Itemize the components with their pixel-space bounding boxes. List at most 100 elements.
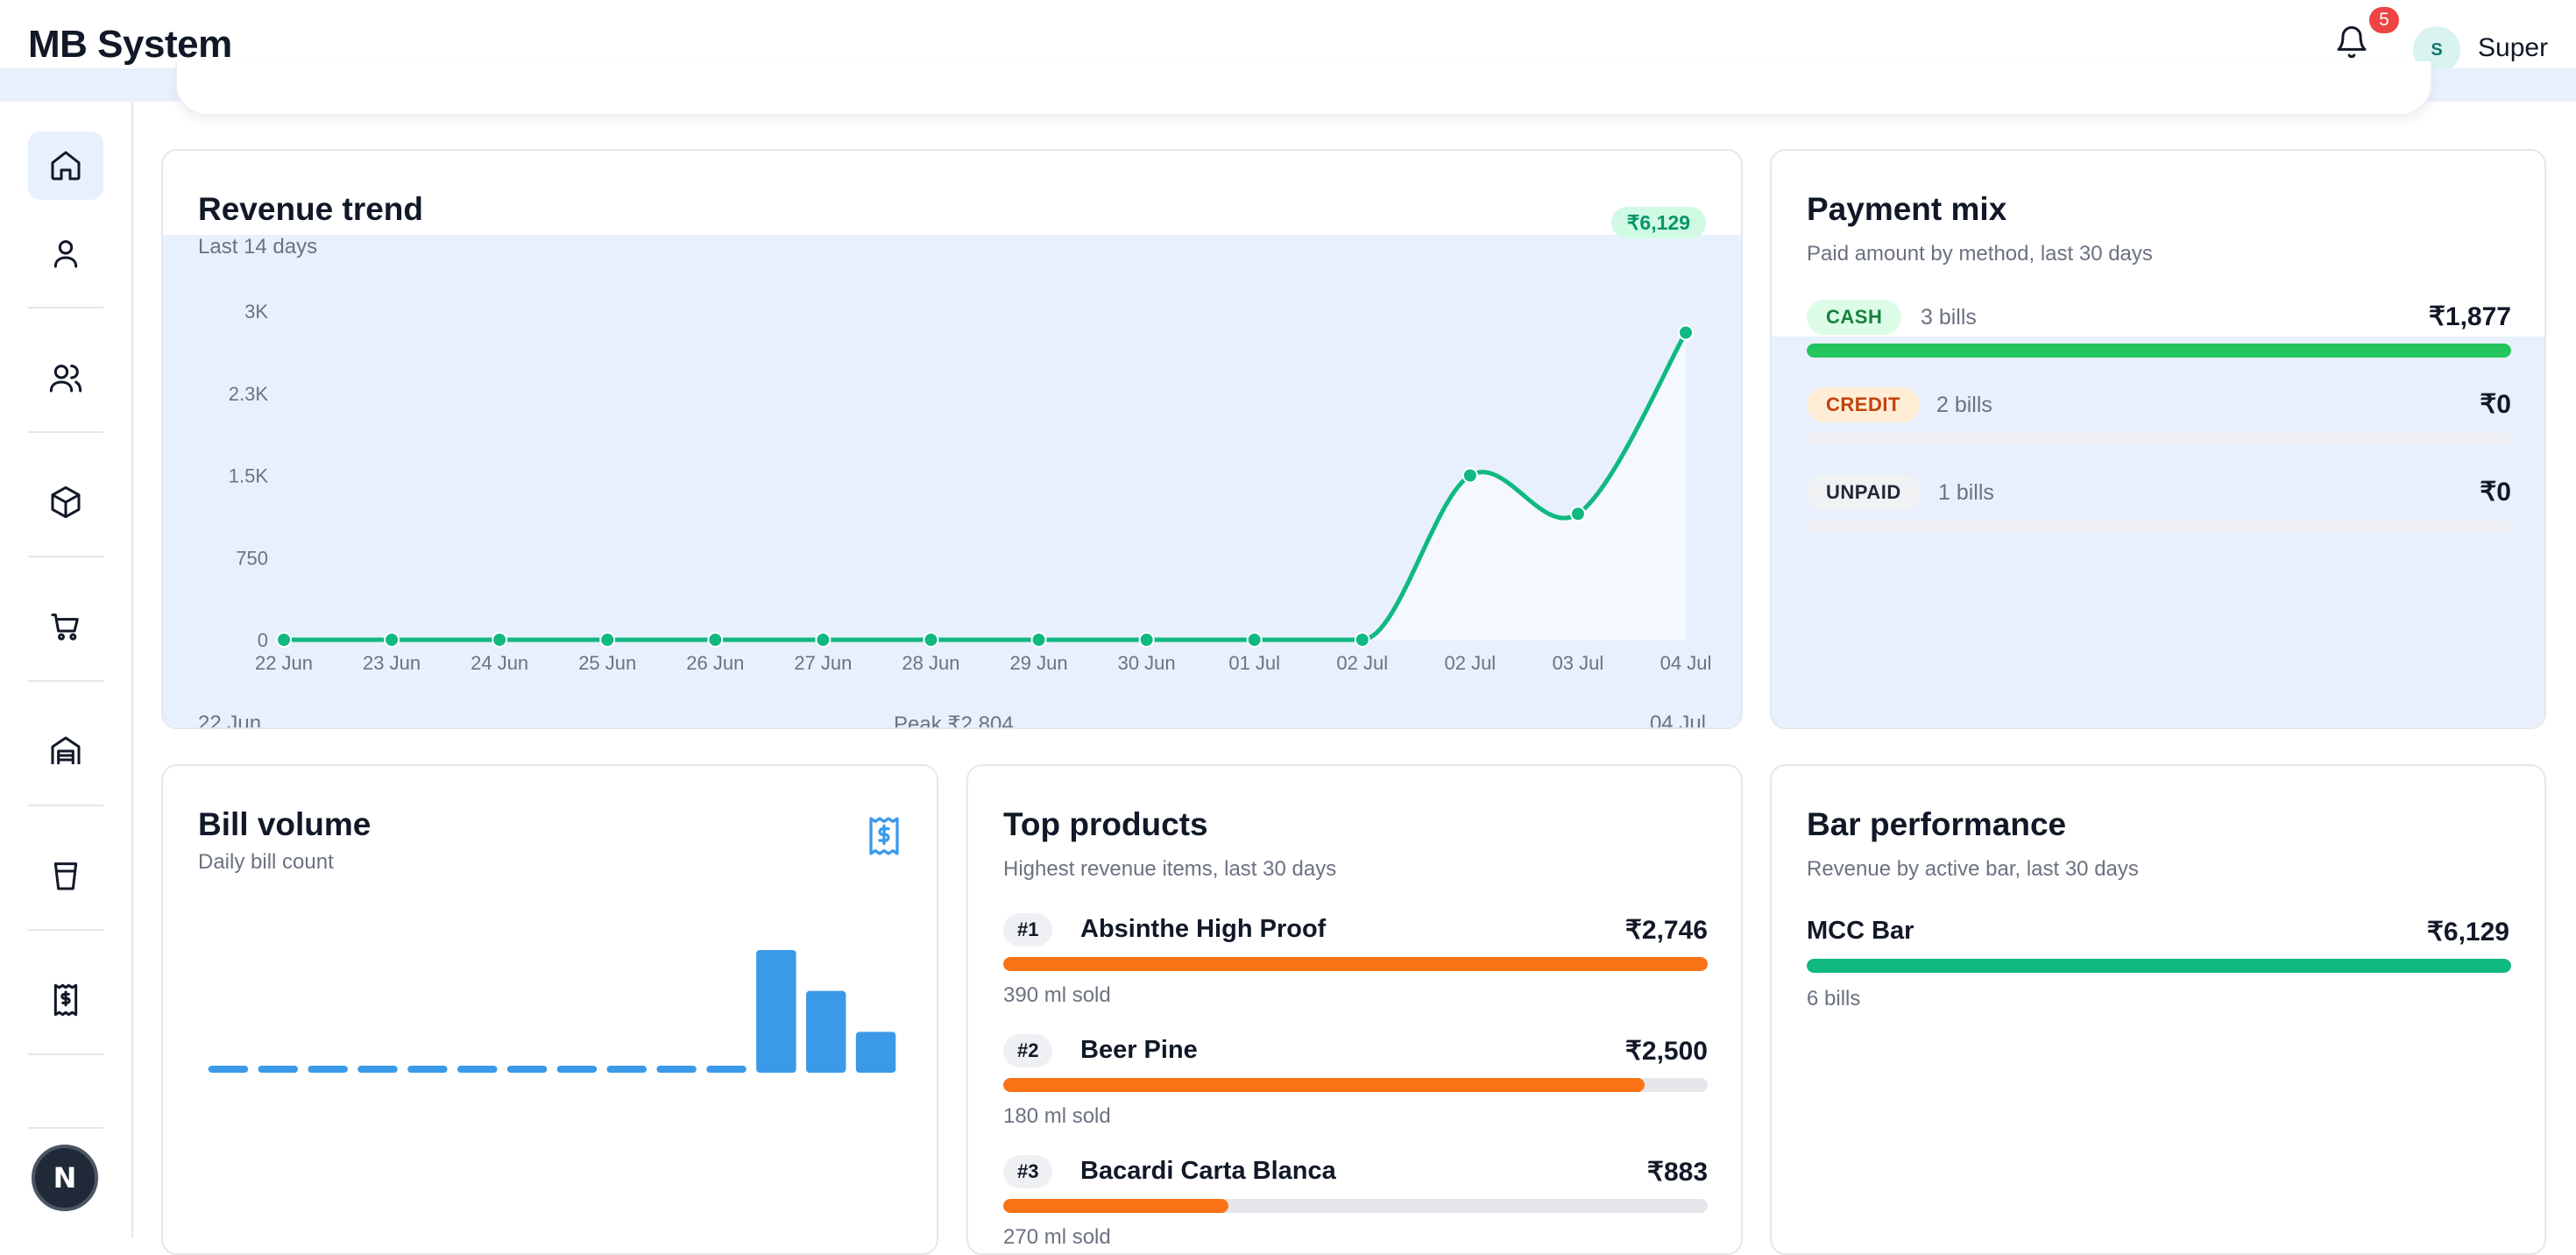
product-progress-fill	[1003, 957, 1708, 971]
product-name: Absinthe High Proof	[1080, 915, 1327, 943]
x-tick-label: 23 Jun	[363, 652, 421, 674]
revenue-point	[1678, 324, 1694, 341]
bill-volume-bar	[357, 1066, 398, 1073]
bill-volume-bar	[208, 1066, 249, 1073]
chart-footer-peak: Peak ₹2,804	[894, 713, 1014, 729]
revenue-point	[276, 632, 292, 648]
app-title: MB System	[28, 23, 232, 66]
sidebar-item-orders[interactable]	[28, 592, 103, 661]
payment-progress-track	[1807, 344, 2511, 358]
sidebar-separator	[28, 556, 103, 557]
card-title: Top products	[1003, 806, 1208, 842]
product-progress-track	[1003, 1199, 1708, 1213]
sidebar	[0, 102, 133, 1237]
payment-amount: ₹0	[2480, 390, 2511, 419]
box-icon	[51, 486, 81, 519]
product-sold-qty: 270 ml sold	[1003, 1225, 1111, 1249]
revenue-point	[384, 632, 400, 648]
card-subtitle: Last 14 days	[198, 235, 318, 259]
revenue-total-badge: ₹6,129	[1610, 207, 1706, 238]
payment-row: UNPAID 1 bills ₹0	[1807, 475, 2511, 545]
x-tick-label: 04 Jul	[1660, 652, 1712, 674]
warehouse-icon	[51, 736, 81, 764]
product-row[interactable]: #2 Beer Pine ₹2,500 180 ml sold	[1003, 1034, 1708, 1139]
sidebar-item-bills[interactable]	[28, 966, 103, 1034]
product-row[interactable]: #3 Bacardi Carta Blanca ₹883 270 ml sold	[1003, 1155, 1708, 1253]
bill-volume-bar	[308, 1066, 348, 1073]
bell-icon[interactable]	[2334, 25, 2383, 74]
dev-badge[interactable]: N	[32, 1145, 98, 1211]
bar-name: MCC Bar	[1807, 917, 1914, 945]
y-tick-label: 2.3K	[229, 383, 269, 405]
avatar[interactable]: S	[2413, 26, 2460, 74]
bill-volume-bar	[407, 1066, 448, 1073]
product-sold-qty: 180 ml sold	[1003, 1104, 1111, 1128]
x-tick-label: 27 Jun	[794, 652, 852, 674]
sidebar-item-users[interactable]	[28, 344, 103, 412]
bill-volume-bar	[506, 1066, 548, 1073]
bill-volume-bar	[456, 1066, 498, 1073]
sidebar-item-drinks[interactable]	[28, 841, 103, 910]
product-amount: ₹883	[1646, 1158, 1708, 1187]
bar-progress-fill	[1807, 959, 2511, 973]
revenue-point	[1354, 632, 1370, 648]
revenue-point	[707, 632, 724, 648]
product-rank-badge: #3	[1003, 1155, 1053, 1188]
card-subtitle: Paid amount by method, last 30 days	[1807, 242, 2153, 266]
product-progress-fill	[1003, 1199, 1229, 1213]
bill-volume-bar	[756, 950, 796, 1073]
revenue-point	[1138, 632, 1155, 648]
revenue-point	[923, 632, 939, 648]
revenue-point	[1030, 632, 1047, 648]
y-tick-label: 750	[236, 547, 268, 569]
payment-progress-fill	[1807, 344, 2511, 358]
sidebar-item-warehouse[interactable]	[28, 717, 103, 785]
x-tick-label: 26 Jun	[686, 652, 744, 674]
payment-method-badge: CASH	[1807, 300, 1902, 335]
product-rank-badge: #2	[1003, 1034, 1053, 1067]
product-amount: ₹2,500	[1624, 1037, 1708, 1066]
receipt-icon	[53, 983, 78, 1017]
revenue-area	[284, 332, 1686, 640]
top-card	[175, 61, 2432, 116]
sidebar-separator	[28, 680, 103, 682]
x-tick-label: 02 Jul	[1336, 652, 1388, 674]
x-tick-label: 02 Jul	[1444, 652, 1496, 674]
sidebar-item-home[interactable]	[28, 131, 103, 200]
x-tick-label: 24 Jun	[471, 652, 528, 674]
bill-volume-bar	[656, 1066, 697, 1073]
sidebar-item-products[interactable]	[28, 468, 103, 536]
cup-icon	[53, 862, 78, 890]
product-progress-track	[1003, 957, 1708, 971]
cart-icon	[51, 613, 79, 641]
sidebar-separator	[28, 1053, 103, 1055]
product-sold-qty: 390 ml sold	[1003, 983, 1111, 1007]
y-tick-label: 1.5K	[229, 465, 269, 487]
user-name[interactable]: Super	[2478, 33, 2549, 62]
card-title: Bill volume	[198, 806, 372, 842]
payment-method-badge: UNPAID	[1807, 475, 1921, 510]
bill-volume-bar	[556, 1066, 598, 1073]
payment-bill-count: 1 bills	[1938, 480, 1994, 505]
home-icon	[51, 151, 81, 181]
product-rank-badge: #1	[1003, 913, 1053, 947]
card-title: Bar performance	[1807, 806, 2067, 842]
product-row[interactable]: #1 Absinthe High Proof ₹2,746 390 ml sold	[1003, 913, 1708, 1018]
bill-volume-bar-chart	[208, 950, 896, 1073]
bar-bill-count: 6 bills	[1807, 987, 1861, 1010]
revenue-point	[599, 632, 616, 648]
payment-row: CREDIT 2 bills ₹0	[1807, 387, 2511, 457]
user-icon	[53, 240, 78, 268]
y-tick-label: 3K	[244, 301, 268, 323]
payment-mix-card: Payment mix Paid amount by method, last …	[1770, 149, 2546, 729]
top-products-card: Top products Highest revenue items, last…	[966, 764, 1743, 1255]
users-icon	[49, 365, 82, 393]
payment-amount: ₹0	[2480, 478, 2511, 507]
revenue-point	[1246, 632, 1263, 648]
product-name: Beer Pine	[1080, 1036, 1198, 1064]
revenue-line-chart: 0 750 1.5K 2.3K 3K 22 Jun 23 Jun 24 Jun 25 Jun 26…	[229, 301, 1712, 674]
x-tick-label: 01 Jul	[1228, 652, 1280, 674]
chart-footer-start: 22 Jun	[198, 712, 262, 729]
sidebar-item-user[interactable]	[28, 219, 103, 287]
bill-volume-bar	[258, 1066, 299, 1073]
